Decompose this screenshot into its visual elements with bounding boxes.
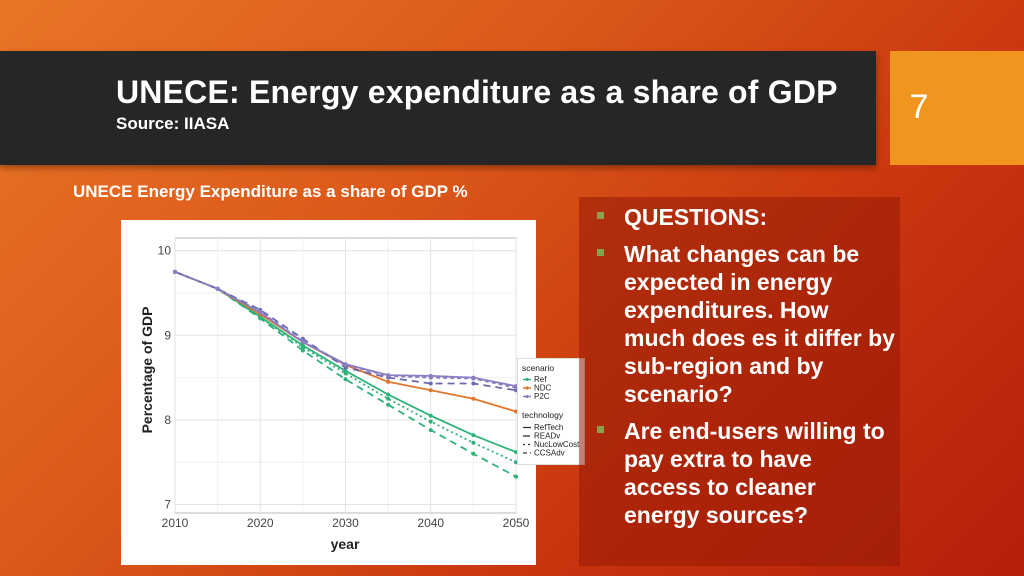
line-chart: 2010 2020 2030 2040 2050 7 8 9 10 Percentage of … (139, 237, 530, 552)
y-tick-label: 8 (164, 413, 171, 427)
legend-technology-title: technology (522, 410, 564, 420)
bullet-square-icon (597, 426, 604, 433)
question-text: Are end-users willing to pay extra to ha… (624, 418, 885, 528)
question-text: QUESTIONS: (624, 204, 768, 230)
question-text: What changes can be expected in energy e… (624, 241, 895, 407)
data-point (471, 440, 476, 445)
legend-scenario-label: NDC (534, 384, 552, 393)
data-point (428, 375, 433, 380)
legend-scenario-label: Ref (534, 375, 547, 384)
slide-subtitle: Source: IIASA (116, 114, 230, 133)
data-point (343, 377, 348, 382)
data-point (471, 396, 476, 401)
question-item: What changes can be expected in energy e… (595, 240, 895, 408)
data-point (300, 348, 305, 353)
page-number: 7 (909, 88, 929, 126)
bullet-square-icon (597, 249, 604, 256)
data-point (428, 419, 433, 424)
x-tick-label: 2010 (162, 516, 189, 530)
legend-technology-label: CCSAdv (534, 449, 565, 458)
y-tick-label: 9 (164, 328, 171, 342)
data-point (428, 428, 433, 433)
data-point (343, 362, 348, 367)
legend-technology-label: RefTech (534, 423, 563, 432)
data-point (300, 339, 305, 344)
data-point (343, 371, 348, 376)
title-bar (0, 51, 876, 165)
data-point (428, 381, 433, 386)
data-point (386, 402, 391, 407)
legend-technology-label: NucLowCost (534, 440, 580, 449)
data-point (258, 315, 263, 320)
questions-panel: QUESTIONS: What changes can be expected … (579, 197, 900, 566)
legend-swatch-point (525, 386, 529, 390)
questions-list: QUESTIONS: What changes can be expected … (595, 203, 895, 538)
data-point (471, 381, 476, 386)
x-axis-label: year (331, 536, 360, 552)
x-tick-label: 2040 (417, 516, 444, 530)
axis-layer: 2010 2020 2030 2040 2050 7 8 9 10 (158, 244, 530, 530)
data-point (258, 309, 263, 314)
data-point (471, 376, 476, 381)
legend-scenario-label: P2C (534, 392, 550, 401)
data-point (428, 388, 433, 393)
y-tick-label: 10 (158, 244, 172, 258)
slide-title: UNECE: Energy expenditure as a share of … (116, 74, 838, 110)
data-point (428, 413, 433, 418)
x-tick-label: 2050 (503, 516, 530, 530)
chart-heading: UNECE Energy Expenditure as a share of G… (73, 182, 468, 201)
series-line-p2c-ccsadv (174, 270, 517, 389)
question-item: Are end-users willing to pay extra to ha… (595, 417, 895, 529)
bullet-square-icon (597, 212, 604, 219)
series-line-ref-readv (174, 270, 517, 478)
x-tick-label: 2030 (332, 516, 359, 530)
series-layer (173, 269, 518, 479)
data-point (386, 392, 391, 397)
data-point (386, 396, 391, 401)
question-item: QUESTIONS: (595, 203, 895, 231)
page-number-box: 7 (890, 51, 1024, 165)
chart-card: 2010 2020 2030 2040 2050 7 8 9 10 Percentage of … (121, 220, 536, 565)
data-point (386, 379, 391, 384)
data-point (514, 474, 518, 479)
data-point (300, 345, 305, 350)
legend-scenario-title: scenario (522, 363, 554, 373)
grid-layer (174, 237, 517, 514)
data-point (386, 373, 391, 378)
legend-technology-label: READv (534, 432, 560, 441)
y-tick-label: 7 (164, 498, 171, 512)
data-point (471, 451, 476, 456)
chart-legend: scenario technology Ref NDC P2C RefTech READ… (517, 358, 585, 465)
y-axis-label: Percentage of GDP (139, 307, 155, 434)
data-point (215, 286, 220, 291)
legend-swatch-point (525, 394, 529, 399)
legend-swatch-point (525, 377, 529, 382)
data-point (173, 269, 177, 274)
x-tick-label: 2020 (247, 516, 274, 530)
data-point (471, 433, 476, 438)
